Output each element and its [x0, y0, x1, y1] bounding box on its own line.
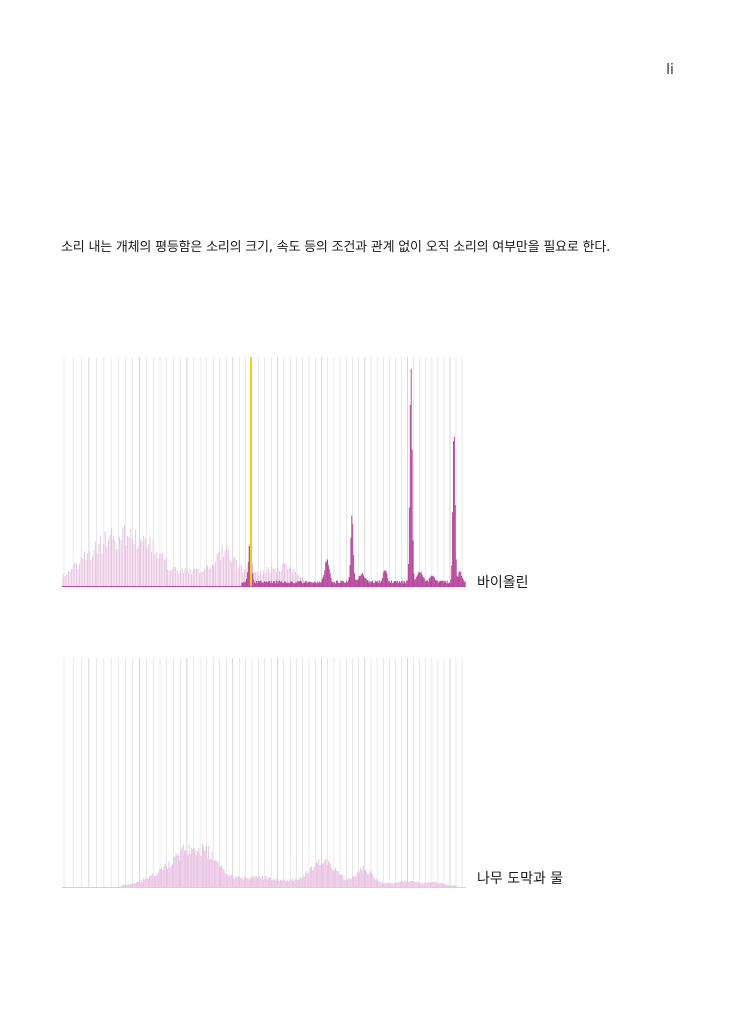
body-statement: 소리 내는 개체의 평등함은 소리의 크기, 속도 등의 조건과 관계 없이 오… — [61, 240, 611, 255]
violin-soft-harmonics — [62, 524, 314, 586]
page-number: li — [666, 62, 674, 78]
wood-water-frequency-gridlines — [63, 658, 463, 887]
wood-water-spectrum-graphic — [62, 658, 466, 888]
violin-spectrum-figure — [62, 357, 470, 589]
violin-spectrum-graphic — [62, 357, 466, 587]
wood-water-soft-harmonics — [119, 843, 458, 887]
violin-strong-harmonics — [241, 368, 466, 586]
violin-frequency-gridlines — [63, 357, 463, 586]
wood-water-label: 나무 도막과 물 — [477, 871, 564, 887]
violin-label: 바이올린 — [477, 575, 529, 591]
wood-water-spectrum-figure — [62, 658, 470, 890]
